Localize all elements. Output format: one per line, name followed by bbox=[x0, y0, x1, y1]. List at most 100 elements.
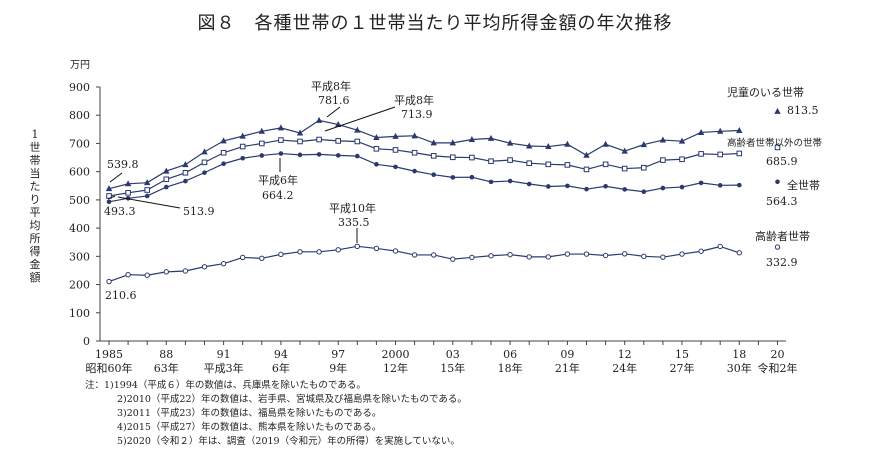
x-tick-label: 91 bbox=[217, 348, 231, 361]
data-point bbox=[507, 157, 513, 163]
data-point bbox=[411, 149, 418, 156]
data-point bbox=[506, 139, 514, 146]
data-point bbox=[641, 164, 647, 171]
data-point bbox=[621, 147, 628, 154]
x-tick-label-era: 15年 bbox=[440, 361, 465, 375]
series-line-3 bbox=[108, 245, 740, 283]
data-point bbox=[469, 154, 475, 161]
x-tick-label: 06 bbox=[503, 348, 517, 361]
data-point bbox=[622, 187, 627, 192]
latest-data-point bbox=[774, 107, 781, 114]
x-tick-label-era: 6年 bbox=[272, 361, 290, 375]
x-tick-label: 20 bbox=[771, 348, 785, 361]
latest-data-point bbox=[775, 179, 780, 185]
data-point bbox=[125, 271, 131, 278]
data-point bbox=[431, 252, 437, 258]
legend-all-households: 全世帯 bbox=[787, 178, 820, 192]
y-tick-label: 0 bbox=[83, 335, 90, 348]
note-2: 2)2010（平成22）年の数値は、岩手県、宮城県及び福島県を除いたものである。 bbox=[117, 394, 467, 405]
data-point bbox=[239, 143, 246, 150]
y-axis-label: 1世帯当たり平均所得金額 bbox=[29, 128, 41, 284]
data-point bbox=[182, 169, 189, 176]
data-point bbox=[545, 143, 552, 150]
data-point bbox=[430, 153, 437, 159]
note-1: 注：1)1994（平成６）年の数値は、兵庫県を除いたものである。 bbox=[85, 380, 366, 391]
data-point bbox=[296, 129, 304, 136]
data-point bbox=[144, 179, 151, 186]
data-point bbox=[698, 248, 704, 254]
data-point bbox=[316, 136, 322, 143]
data-point bbox=[583, 166, 590, 173]
data-point bbox=[679, 184, 685, 190]
annotation-arrow bbox=[324, 106, 396, 132]
data-point bbox=[392, 147, 399, 153]
data-point bbox=[526, 142, 533, 149]
data-point bbox=[641, 253, 647, 260]
annotation-arrow bbox=[107, 195, 116, 200]
data-point bbox=[583, 151, 590, 158]
note-4: 4)2015（平成27）年の数値は、熊本県を除いたものである。 bbox=[117, 422, 382, 433]
data-point bbox=[678, 137, 686, 144]
data-point bbox=[392, 248, 399, 254]
latest-data-point bbox=[774, 144, 781, 151]
chart-title: 図８ 各種世帯の１世帯当たり平均所得金額の年次推移 bbox=[197, 13, 673, 34]
y-tick-label: 700 bbox=[69, 137, 90, 150]
y-tick-label: 900 bbox=[69, 81, 90, 94]
data-point bbox=[431, 172, 437, 177]
data-point bbox=[736, 150, 743, 157]
series-line-2 bbox=[108, 152, 740, 203]
data-point bbox=[545, 161, 552, 168]
x-tick-label: 97 bbox=[331, 348, 345, 361]
data-point bbox=[717, 243, 723, 250]
data-point bbox=[240, 254, 246, 261]
data-point bbox=[698, 180, 704, 186]
data-point bbox=[584, 186, 589, 192]
data-point bbox=[717, 127, 724, 134]
data-point bbox=[660, 185, 666, 191]
data-point bbox=[259, 255, 265, 262]
data-point bbox=[564, 162, 571, 168]
data-point bbox=[277, 124, 285, 131]
data-point bbox=[182, 161, 189, 168]
data-point bbox=[717, 151, 724, 158]
x-tick-label-era: 平成3年 bbox=[204, 361, 244, 375]
x-tick-label-era: 昭和60年 bbox=[86, 361, 133, 375]
data-point bbox=[354, 126, 361, 133]
data-point bbox=[316, 249, 322, 255]
data-point bbox=[603, 183, 608, 189]
legend-elderly-households: 高齢者世帯 bbox=[755, 229, 810, 243]
annotation-label: 335.5 bbox=[338, 216, 370, 229]
data-point bbox=[545, 254, 551, 260]
annotation-label: 493.3 bbox=[104, 205, 136, 218]
annotation-arrow bbox=[117, 196, 181, 209]
data-point bbox=[430, 139, 437, 146]
annotation-arrow bbox=[109, 172, 123, 183]
data-point bbox=[297, 249, 303, 255]
y-tick-label: 800 bbox=[69, 109, 90, 122]
x-tick-label-era: 18年 bbox=[498, 361, 523, 375]
data-point bbox=[488, 179, 494, 185]
annotation-label: 平成8年 bbox=[311, 79, 351, 93]
data-point bbox=[487, 134, 495, 141]
x-tick-label-era: 27年 bbox=[670, 361, 695, 375]
series-line-0 bbox=[108, 119, 740, 190]
data-point bbox=[622, 251, 628, 257]
legend-children-households: 児童のいる世帯 bbox=[727, 85, 804, 99]
x-tick-label: 2000 bbox=[382, 348, 410, 361]
annotation-label: 539.8 bbox=[107, 158, 139, 171]
data-point bbox=[450, 256, 456, 262]
annotation-label: 平成10年 bbox=[329, 201, 376, 215]
annotation-label: 平成6年 bbox=[258, 173, 298, 187]
y-tick-label: 100 bbox=[69, 307, 90, 320]
data-point bbox=[259, 140, 265, 147]
data-point bbox=[297, 152, 303, 158]
x-tick-label: 15 bbox=[675, 348, 689, 361]
x-tick-label: 09 bbox=[560, 348, 574, 361]
data-point bbox=[660, 157, 666, 163]
data-point bbox=[220, 149, 227, 156]
data-point bbox=[164, 184, 169, 190]
x-tick-label-era: 9年 bbox=[329, 361, 347, 375]
data-point bbox=[354, 138, 361, 145]
data-point bbox=[526, 254, 532, 260]
